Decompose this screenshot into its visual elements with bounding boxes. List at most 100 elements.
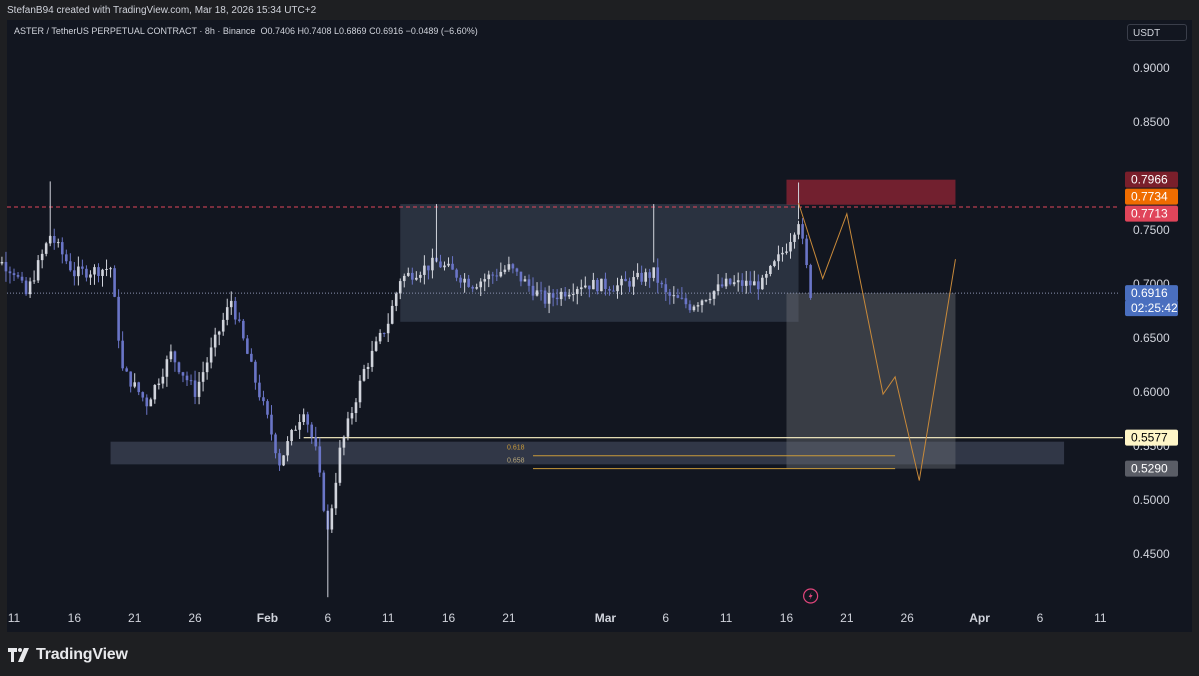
candle (511, 263, 515, 274)
candle-body (748, 280, 752, 286)
candle-body (765, 273, 768, 278)
candle-body (12, 273, 16, 276)
candle (238, 312, 241, 323)
candle (193, 370, 197, 405)
candle-body (382, 332, 386, 334)
fib-label-0: 0.618 (507, 445, 525, 452)
candle (274, 432, 277, 459)
candle-body (588, 285, 591, 290)
price-label-text: 0.5290 (1131, 462, 1168, 476)
candle (386, 313, 390, 343)
candle-body (209, 347, 213, 363)
candle-body (495, 275, 499, 277)
candle-body (358, 380, 362, 403)
candle (785, 243, 788, 255)
candle (584, 276, 587, 289)
candle-body (193, 380, 197, 397)
fib-label-1: 0.658 (507, 458, 525, 465)
candle (696, 302, 700, 312)
candle-body (274, 434, 277, 454)
candle-body (65, 254, 68, 262)
candle (704, 299, 708, 303)
candle (604, 272, 607, 296)
candle (801, 218, 804, 245)
candle (177, 361, 181, 375)
candle-body (334, 482, 338, 509)
candle-body (20, 276, 24, 281)
candle (382, 332, 386, 338)
candle (443, 261, 446, 271)
price-label-bg (1125, 460, 1178, 477)
header-bar: StefanB94 created with TradingView.com, … (0, 0, 1199, 20)
candle-body (89, 274, 92, 278)
candle-body (342, 436, 346, 448)
price-label-bg (1125, 429, 1178, 446)
candle-body (773, 261, 776, 266)
candle-body (181, 372, 185, 376)
candle-body (149, 399, 153, 407)
candle (507, 256, 511, 272)
candle-body (314, 437, 318, 447)
candle (656, 258, 660, 294)
price-label-bg (1125, 300, 1178, 317)
candle-body (757, 281, 760, 290)
candle-body (652, 267, 656, 278)
candle (270, 405, 273, 441)
tradingview-logo-icon (8, 648, 29, 662)
candle-body (394, 293, 398, 306)
candle (411, 267, 414, 285)
candle-body (117, 296, 120, 341)
candle (479, 278, 483, 297)
candle-body (250, 353, 253, 362)
candle (189, 374, 193, 385)
chart-frame[interactable] (7, 20, 1192, 632)
lightning-bolt (808, 592, 813, 600)
candle (680, 287, 684, 300)
candle-body (242, 320, 245, 339)
candle-body (266, 401, 269, 415)
candle-body (125, 368, 128, 372)
candle-body (69, 261, 72, 271)
candle-body (233, 300, 237, 320)
currency-button[interactable]: USDT (1127, 24, 1187, 41)
candle-body (720, 284, 724, 287)
candle-body (294, 429, 297, 431)
candle-body (225, 307, 229, 320)
candle-body (81, 266, 84, 269)
candle (495, 268, 499, 282)
candle-body (636, 272, 639, 278)
candle (16, 272, 20, 279)
candle-body (133, 382, 136, 387)
price-label-stop: 0.7966 (1125, 171, 1178, 188)
candle-body (56, 242, 60, 244)
candle-body (680, 297, 684, 299)
symbol-name[interactable]: ASTER / TetherUS PERPETUAL CONTRACT · 8h… (14, 26, 256, 36)
candle (624, 271, 627, 282)
candle-body (278, 453, 281, 466)
candle (36, 255, 40, 283)
candle (290, 428, 293, 446)
candle (44, 241, 48, 257)
candle (145, 394, 149, 415)
candle (73, 262, 76, 286)
candle-body (290, 430, 293, 442)
candle-body (322, 472, 326, 511)
candle (503, 265, 507, 275)
change-value: −0.0489 (−6.60%) (405, 26, 478, 36)
candle-body (73, 270, 76, 277)
tradingview-logo[interactable]: TradingView (8, 646, 128, 664)
candle (547, 285, 551, 314)
candle-body (612, 290, 615, 292)
candle-body (761, 277, 764, 290)
candle-body (439, 261, 442, 268)
symbol-legend[interactable]: ASTER / TetherUS PERPETUAL CONTRACT · 8h… (14, 26, 478, 36)
candle-body (177, 362, 181, 373)
candle-body (350, 413, 354, 419)
candle (286, 436, 289, 462)
candle-body (60, 242, 64, 255)
candle (314, 426, 318, 451)
candle (342, 435, 346, 456)
candle (113, 265, 116, 298)
price-label-bg (1125, 205, 1178, 222)
